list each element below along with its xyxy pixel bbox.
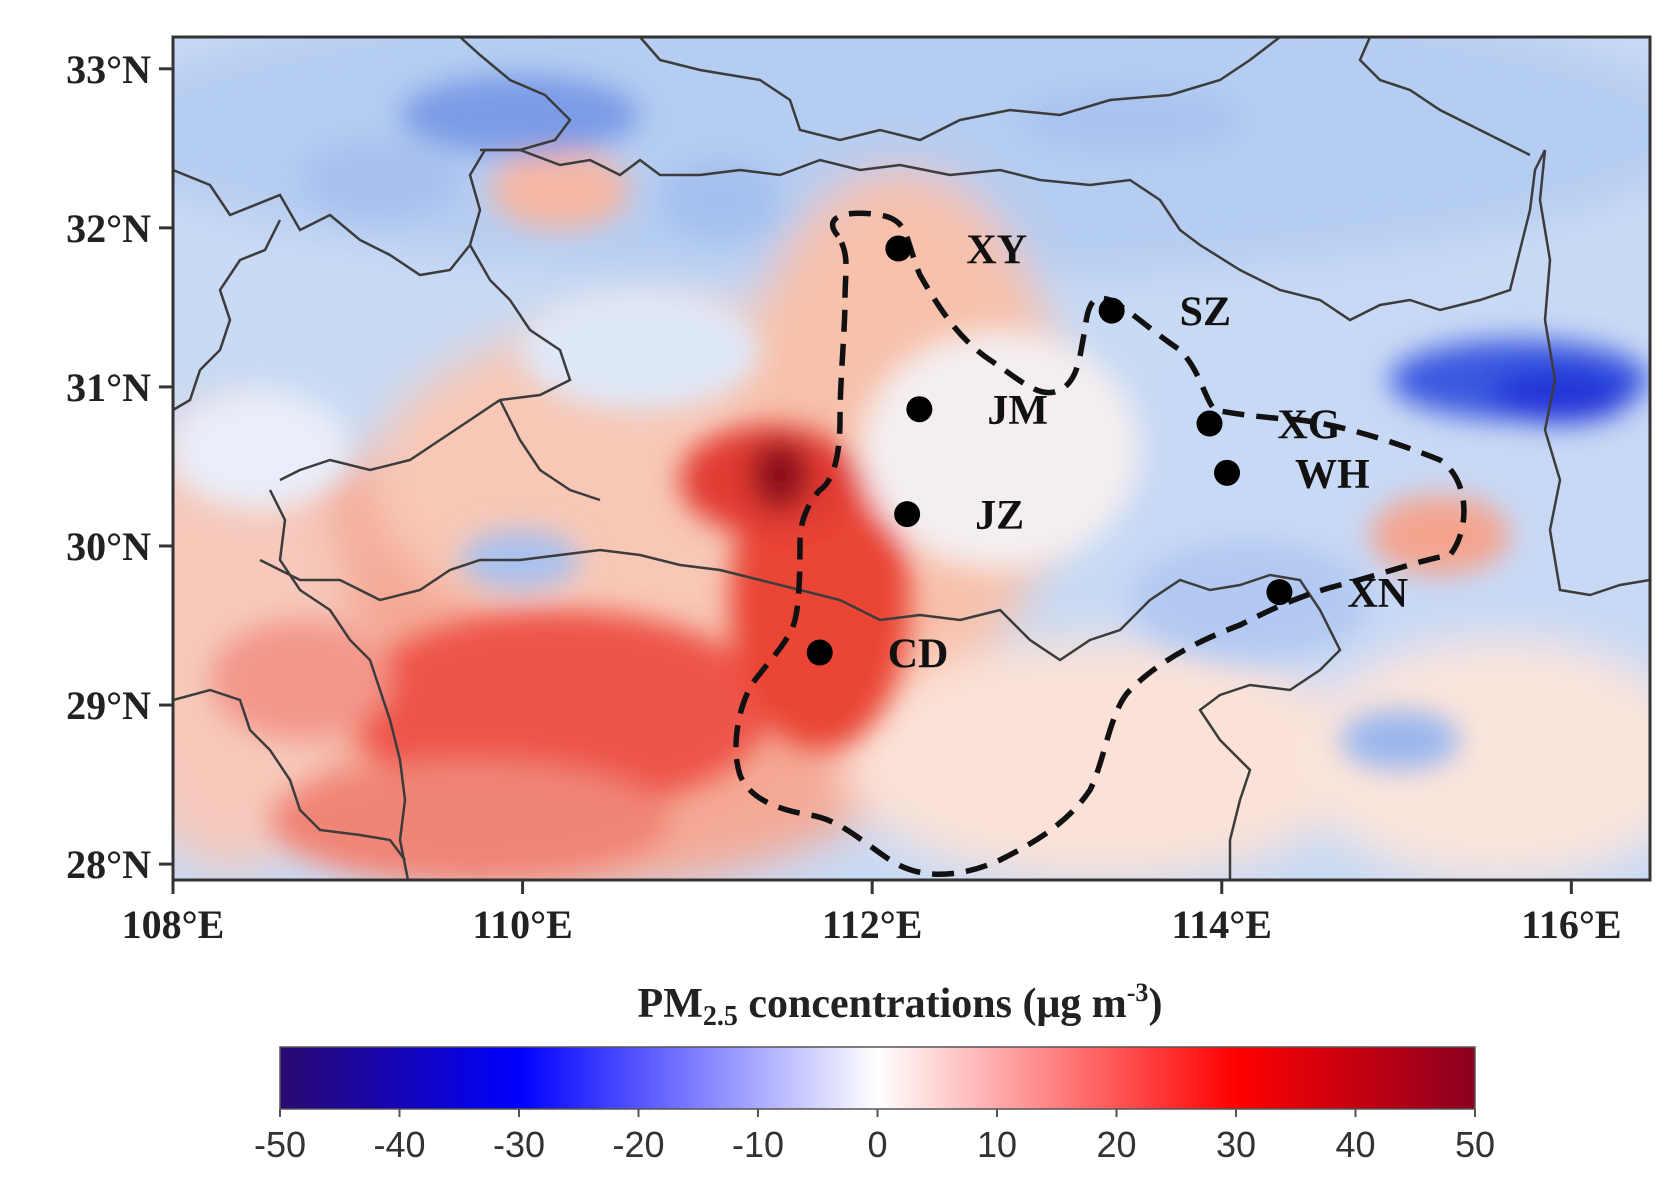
- city-label-jz: JZ: [975, 493, 1024, 539]
- city-marker-xg: [1196, 410, 1223, 437]
- city-label-sz: SZ: [1180, 290, 1231, 336]
- title-end: ): [1148, 981, 1162, 1027]
- longitude-axis: 108°E 110°E 112°E 114°E 116°E: [122, 880, 1622, 947]
- colorbar-tick-label: 0: [867, 1124, 887, 1165]
- lat-tick-label: 31°N: [66, 365, 151, 410]
- colorbar-tick-label: -30: [493, 1124, 545, 1165]
- title-subscript: 2.5: [703, 1001, 738, 1032]
- lon-tick-label: 114°E: [1172, 902, 1272, 947]
- colorbar-title: PM2.5 concentrations (μg m-3): [638, 978, 1163, 1032]
- colorbar-tick-label: -40: [373, 1124, 425, 1165]
- city-marker-xn: [1266, 579, 1293, 606]
- concentration-field: [173, 37, 1650, 880]
- city-marker-jm: [906, 396, 933, 423]
- colorbar: [279, 1046, 1476, 1110]
- lon-tick-label: 108°E: [122, 902, 225, 947]
- lat-tick-label: 30°N: [66, 524, 151, 569]
- title-superscript: -3: [1127, 978, 1149, 1007]
- title-main: PM: [638, 981, 703, 1027]
- city-label-cd: CD: [888, 632, 949, 678]
- city-marker-sz: [1098, 297, 1125, 324]
- latitude-axis: 33°N 32°N 31°N 30°N 29°N 28°N: [66, 47, 173, 887]
- lat-tick-label: 28°N: [66, 842, 151, 887]
- city-marker-xy: [885, 235, 912, 262]
- colorbar-tick-label: -10: [732, 1124, 784, 1165]
- city-label-jm: JM: [987, 388, 1048, 434]
- city-marker-cd: [806, 639, 833, 666]
- colorbar-tick-label: 10: [977, 1124, 1017, 1165]
- lon-tick-label: 116°E: [1521, 902, 1621, 947]
- colorbar-tick-label: 30: [1216, 1124, 1256, 1165]
- colorbar-tick-label: -50: [254, 1124, 306, 1165]
- colorbar-tick-label: 20: [1096, 1124, 1136, 1165]
- study-region-outline: [733, 210, 1467, 877]
- city-label-wh: WH: [1295, 452, 1370, 498]
- province-boundaries: [173, 37, 1650, 880]
- city-label-xg: XG: [1278, 403, 1341, 449]
- lat-tick-label: 29°N: [66, 683, 151, 728]
- map-frame: [171, 35, 1652, 882]
- colorbar-tick-label: 40: [1335, 1124, 1375, 1165]
- title-rest: concentrations (μg m: [738, 981, 1127, 1027]
- city-label-xy: XY: [966, 228, 1027, 274]
- lat-tick-label: 33°N: [66, 47, 151, 92]
- colorbar-ticks: -50 -40 -30 -20 -10 0 10 20 30 40 50: [254, 1109, 1495, 1165]
- city-label-xn: XN: [1347, 571, 1408, 617]
- colorbar-tick-label: -20: [612, 1124, 664, 1165]
- lon-tick-label: 112°E: [822, 902, 922, 947]
- city-marker-jz: [894, 501, 921, 528]
- city-marker-wh: [1214, 459, 1241, 486]
- lon-tick-label: 110°E: [472, 902, 572, 947]
- lat-tick-label: 32°N: [66, 206, 151, 251]
- colorbar-tick-label: 50: [1455, 1124, 1495, 1165]
